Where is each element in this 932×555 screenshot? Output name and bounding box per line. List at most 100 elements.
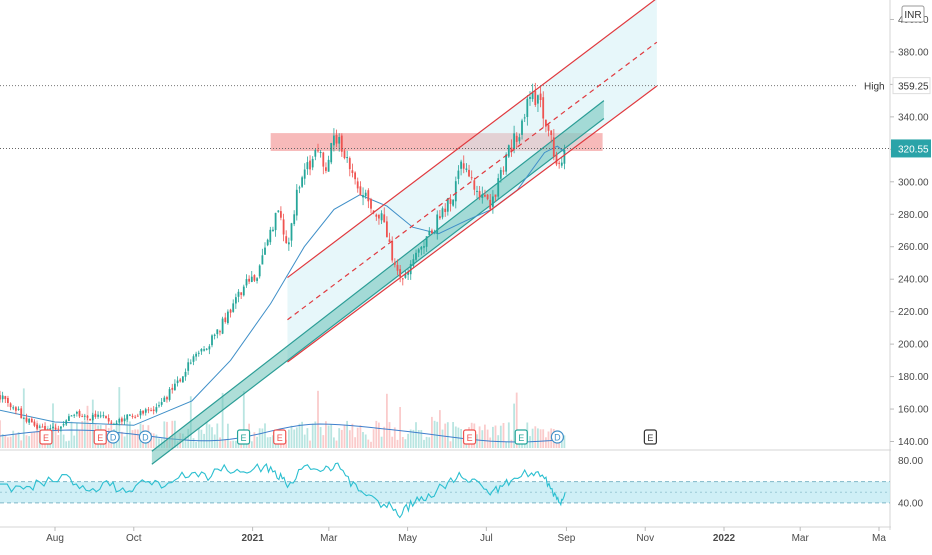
candle-body [219,331,221,333]
volume-bar [415,422,417,448]
candle-body [129,414,131,416]
candle-body [449,199,452,204]
candle-body [258,265,261,277]
event-marker[interactable]: E [514,429,528,445]
candle-body [1,395,4,400]
candle-body [229,309,232,313]
volume-bar [208,424,211,448]
last-price-value: 320.55 [898,144,929,155]
high-price-value: 359.25 [898,82,929,93]
candle-body [12,407,15,409]
candle-body [91,414,94,421]
volume-bar [152,433,155,448]
volume-bar [166,421,168,448]
event-marker[interactable]: E [643,429,657,445]
candle-body [182,376,184,383]
event-marker[interactable]: E [462,429,477,445]
volume-bar [335,440,338,448]
candle-body [335,134,338,144]
candle-body [555,154,558,165]
candle-body [550,130,553,135]
rsi-line [0,462,566,519]
volume-bar [325,421,327,448]
volume-bar [370,441,372,448]
candle-body [15,407,17,411]
time-tick-label: Aug [46,533,64,544]
candle-body [452,199,454,206]
candle-body [205,348,208,350]
volume-bar [534,426,537,448]
time-tick-label: Mar [320,533,338,544]
event-marker[interactable]: E [39,429,53,445]
candle-body [68,416,70,421]
volume-bar [163,421,166,448]
volume-bar [73,435,76,448]
candle-body [240,292,243,295]
earnings-marker-label: E [467,433,473,443]
candle-body [192,356,195,362]
candle-body [420,246,423,250]
event-marker[interactable]: D [138,430,153,444]
volume-bar [364,434,367,448]
volume-bar [359,425,362,448]
volume-bar [542,429,545,448]
volume-bar [301,421,303,448]
candle-body [367,190,370,202]
candle-body [9,403,12,408]
earnings-marker-label: E [241,433,247,443]
event-marker[interactable]: D [106,430,120,444]
candle-body [325,167,327,171]
event-marker[interactable]: E [273,429,287,445]
volume-bar [446,422,449,448]
volume-bar [383,426,386,448]
volume-bar [505,441,507,448]
volume-bar [346,420,348,448]
candle-body [160,402,163,405]
candle-body [293,214,296,225]
candle-body [436,214,439,234]
volume-bar [192,438,195,448]
candle-body [537,95,539,104]
dividend-marker-circle [138,430,153,444]
event-marker[interactable]: E [236,429,251,445]
volume-bar [123,436,126,448]
volume-bar [197,427,200,448]
event-marker[interactable]: E [93,429,107,445]
support-band-lower-line [151,118,605,465]
volume-bar [70,421,73,448]
candle-body [81,416,84,418]
candle-body [110,422,113,424]
dividend-marker-label: D [554,433,561,443]
volume-bar [478,426,481,448]
volume-bar [253,432,256,448]
candle-body [52,426,54,429]
volume-bar [510,439,513,448]
candle-body [309,160,311,170]
volume-bar [62,434,65,448]
candle-body [330,143,333,163]
volume-bar [393,427,396,448]
dividend-marker-label: D [110,433,117,443]
candle-body [62,424,65,426]
time-tick-label: Jul [480,533,493,544]
candle-body [507,145,510,157]
candle-body [523,117,526,119]
volume-bar [187,428,190,448]
candle-body [343,150,346,159]
candle-body [356,181,359,189]
candle-body [131,415,134,417]
earnings-marker-label: E [647,433,653,443]
time-tick-label: Nov [636,533,654,544]
candle-body [457,170,460,179]
candle-body [76,412,78,414]
volume-bar [266,437,269,448]
volume-bar [502,423,505,448]
volume-bar [396,439,399,448]
event-marker[interactable]: D [550,430,564,444]
candle-body [391,240,394,261]
volume-bar [12,430,15,448]
price-tick-label: 220.00 [898,307,929,318]
candle-body [446,198,449,212]
